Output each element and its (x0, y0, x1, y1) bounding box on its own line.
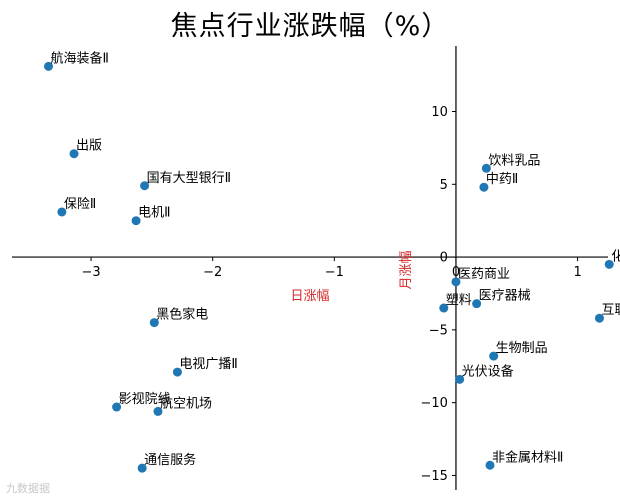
point-label: 电机Ⅱ (138, 206, 170, 221)
point-label: 航空机场 (160, 395, 212, 411)
point-label: 通信服务 (144, 452, 196, 468)
point-label: 出版 (76, 139, 102, 154)
watermark: 九数据据 (6, 482, 50, 495)
point-label: 影视院线 (119, 392, 171, 407)
point-label: 医疗器械 (479, 289, 531, 304)
data-point (451, 277, 461, 287)
data-point (439, 303, 449, 313)
data-point (479, 182, 489, 192)
data-point (455, 374, 465, 384)
data-point (485, 460, 495, 470)
x-axis-label: 日涨幅 (290, 289, 329, 304)
x-tick-label: −1 (325, 265, 344, 280)
data-point (604, 259, 614, 269)
point-label: 饮料乳品 (488, 153, 540, 168)
data-point (481, 163, 491, 173)
points (43, 61, 614, 473)
data-point (137, 463, 147, 473)
y-tick-label: −10 (421, 396, 448, 411)
x-tick-label: 0 (452, 265, 460, 280)
point-label: 互联网电商 (601, 303, 620, 318)
point-label: 航海装备Ⅱ (50, 50, 108, 66)
point-label: 塑料 (446, 293, 472, 308)
data-point (594, 313, 604, 323)
data-point (140, 181, 150, 191)
data-point (112, 402, 122, 412)
x-tick-label: −3 (81, 265, 100, 280)
point-label: 生物制品 (496, 341, 548, 356)
x-tick-label: 1 (573, 265, 581, 280)
point-label: 化学制药 (611, 248, 620, 264)
point-label: 中药Ⅱ (486, 172, 518, 187)
y-tick-label: 0 (440, 251, 448, 266)
data-point (57, 207, 67, 217)
point-label: 非金属材料Ⅱ (492, 449, 563, 465)
data-point (489, 351, 499, 361)
y-axis-label: 月涨幅 (399, 250, 414, 289)
data-point (472, 299, 482, 309)
point-label: 医药商业 (458, 267, 510, 282)
y-tick-label: −15 (421, 469, 448, 484)
point-label: 电视广播Ⅱ (179, 357, 237, 372)
x-tick-label: −2 (203, 265, 222, 280)
data-point (131, 216, 141, 226)
data-point (153, 406, 163, 416)
point-label: 保险Ⅱ (64, 197, 96, 212)
axes (12, 46, 608, 490)
data-point (172, 367, 182, 377)
y-tick-label: 5 (440, 178, 448, 193)
chart-title: 焦点行业涨跌幅（%） (170, 11, 450, 42)
data-point (69, 149, 79, 159)
data-point (149, 318, 159, 328)
point-label: 黑色家电 (156, 307, 208, 323)
point-label: 国有大型银行Ⅱ (147, 171, 231, 186)
y-tick-label: −5 (429, 323, 448, 338)
data-point (43, 61, 53, 71)
y-tick-label: 10 (431, 105, 448, 120)
point-label: 光伏设备 (462, 363, 514, 379)
